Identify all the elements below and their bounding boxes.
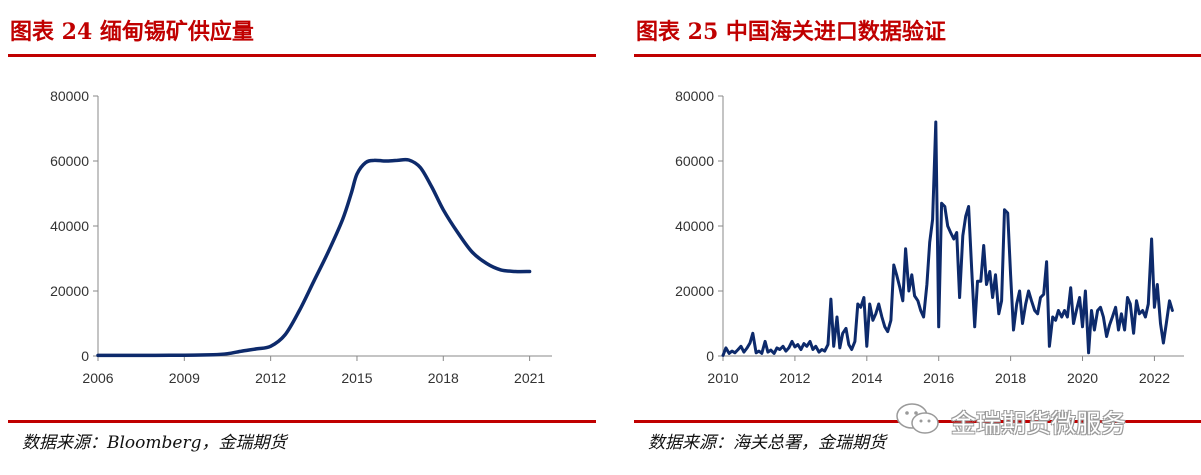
y-tick-label: 40000 [675, 218, 714, 234]
customs-import-line-chart: 0 20000 40000 60000 80000 2010 2012 2014 2016 201… [675, 88, 1184, 386]
title-rule [8, 54, 596, 57]
watermark-text: 金瑞期货微服务 [951, 409, 1127, 438]
supply-line-chart: 0 20000 40000 60000 80000 2006 2009 2012 2015 201… [50, 88, 552, 386]
source-rule [8, 420, 596, 423]
x-tick-label: 2009 [169, 370, 200, 386]
y-tick-label: 80000 [50, 88, 89, 104]
source-note: 数据来源：Bloomberg，金瑞期货 [22, 433, 287, 453]
y-tick-label: 60000 [675, 153, 714, 169]
chart-panel-left: 图表 24 缅甸锡矿供应量 0 20000 40000 60000 80000 2006 2… [0, 0, 600, 475]
x-tick-label: 2014 [851, 370, 882, 386]
y-tick-label: 0 [81, 348, 89, 364]
x-tick-label: 2021 [514, 370, 545, 386]
series-line [96, 157, 532, 358]
source-note: 数据来源：海关总署，金瑞期货 [648, 433, 886, 453]
x-tick-label: 2020 [1067, 370, 1098, 386]
x-tick-label: 2018 [428, 370, 459, 386]
x-tick-label: 2016 [923, 370, 954, 386]
series-line [721, 120, 1174, 357]
y-tick-label: 0 [706, 348, 714, 364]
figure-title: 图表 25 中国海关进口数据验证 [636, 19, 946, 45]
x-tick-label: 2018 [995, 370, 1026, 386]
y-tick-label: 40000 [50, 218, 89, 234]
watermark: 金瑞期货微服务 [895, 400, 1195, 440]
y-tick-label: 20000 [675, 283, 714, 299]
x-tick-label: 2012 [779, 370, 810, 386]
x-tick-label: 2006 [82, 370, 113, 386]
y-tick-label: 20000 [50, 283, 89, 299]
chart-panel-right: 图表 25 中国海关进口数据验证 0 20000 40000 60000 80000 20… [626, 0, 1201, 475]
y-tick-label: 80000 [675, 88, 714, 104]
x-tick-label: 2022 [1139, 370, 1170, 386]
title-rule [634, 54, 1201, 57]
figure-title: 图表 24 缅甸锡矿供应量 [10, 19, 254, 45]
x-tick-label: 2015 [341, 370, 372, 386]
wechat-logo-icon [896, 403, 939, 434]
x-tick-label: 2012 [255, 370, 286, 386]
x-tick-label: 2010 [707, 370, 738, 386]
y-tick-label: 60000 [50, 153, 89, 169]
